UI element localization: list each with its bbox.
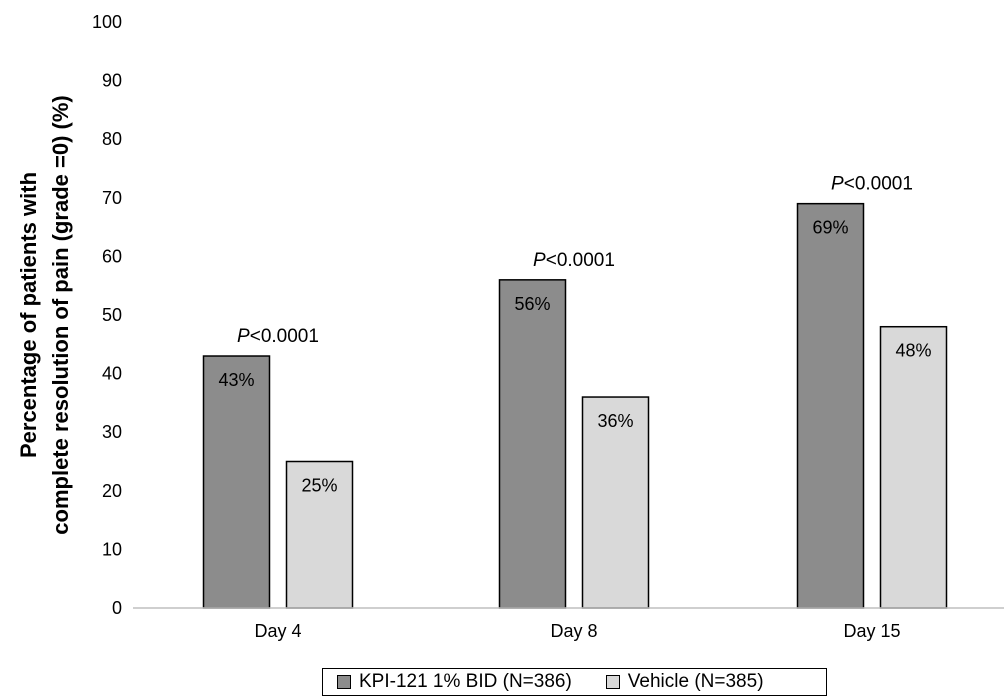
legend-label-kpi: KPI-121 1% BID (N=386) — [359, 671, 572, 692]
p-value-annotation: P<0.0001 — [831, 174, 913, 195]
legend-item-kpi: KPI-121 1% BID (N=386) — [337, 671, 572, 693]
data-label: 69% — [812, 218, 848, 238]
bar — [796, 202, 865, 609]
y-axis-label: complete resolution of pain (grade =0) (… — [48, 95, 73, 534]
y-tick-label: 0 — [112, 598, 122, 618]
y-tick-label: 60 — [102, 246, 122, 266]
p-value-annotation: P<0.0001 — [237, 326, 319, 347]
bar — [202, 355, 271, 609]
data-label: 43% — [218, 370, 254, 390]
legend-swatch-kpi — [337, 675, 351, 689]
p-value-annotation: P<0.0001 — [533, 250, 615, 271]
y-tick-label: 30 — [102, 422, 122, 442]
data-label: 48% — [895, 341, 931, 361]
y-tick-label: 10 — [102, 539, 122, 559]
y-tick-label: 70 — [102, 188, 122, 208]
y-tick-label: 100 — [92, 12, 122, 32]
y-axis-label: Percentage of patients with — [16, 172, 41, 458]
x-tick-label: Day 4 — [254, 621, 301, 641]
y-tick-label: 20 — [102, 481, 122, 501]
bar — [498, 279, 567, 609]
x-tick-label: Day 15 — [843, 621, 900, 641]
legend-swatch-vehicle — [605, 675, 620, 689]
y-tick-label: 50 — [102, 305, 122, 325]
bar-chart: 0 10 20 30 40 50 60 70 80 90 100 Percentage of pati… — [16, 12, 1004, 641]
legend-label-vehicle: Vehicle (N=385) — [627, 671, 764, 692]
bar — [581, 396, 650, 609]
y-tick-label: 40 — [102, 364, 122, 384]
y-tick-label: 80 — [102, 129, 122, 149]
legend-item-vehicle: Vehicle (N=385) — [605, 671, 764, 693]
y-tick-label: 90 — [102, 71, 122, 91]
data-label: 36% — [597, 411, 633, 431]
x-tick-label: Day 8 — [550, 621, 597, 641]
bar — [285, 460, 354, 609]
data-label: 25% — [301, 476, 337, 496]
bar — [879, 325, 948, 609]
data-label: 56% — [514, 294, 550, 314]
legend: KPI-121 1% BID (N=386) Vehicle (N=385) — [322, 668, 827, 696]
